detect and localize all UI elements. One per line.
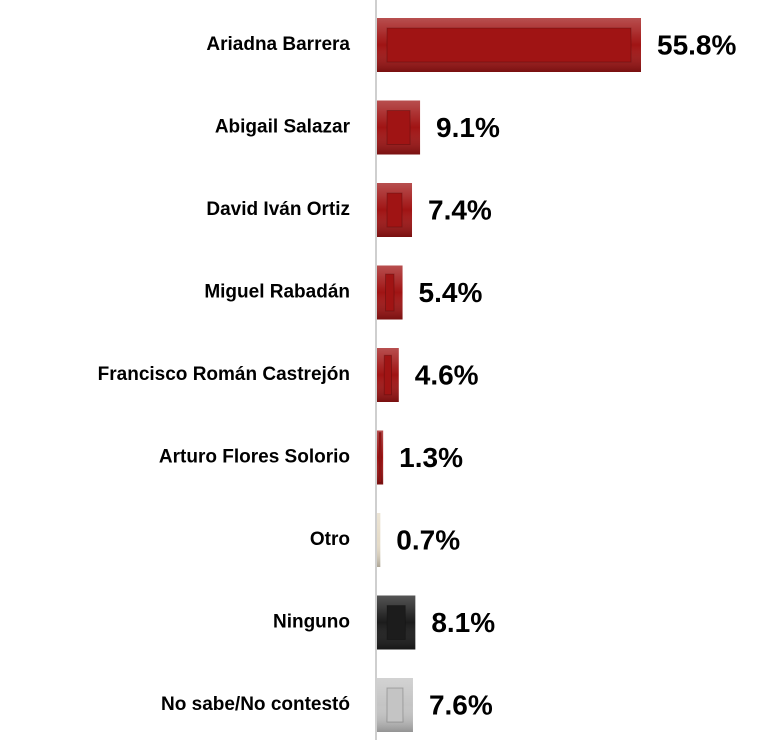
bar-bevel [386,110,411,145]
value-label: 1.3% [399,442,463,473]
value-label: 7.4% [428,194,492,225]
bar-bevel [386,687,404,723]
bar-bevel [383,354,393,396]
bar-shade [377,513,381,567]
category-label: Arturo Flores Solorio [159,447,350,468]
category-label: Abigail Salazar [215,117,351,138]
value-label: 9.1% [436,112,500,143]
value-label: 55.8% [657,29,736,60]
bar-bevel [386,192,403,228]
value-label: 0.7% [396,524,460,555]
category-label: Ariadna Barrera [206,34,350,55]
category-label: No sabe/No contestó [161,694,350,715]
category-label: Otro [310,529,350,550]
value-label: 8.1% [431,607,495,638]
value-label: 4.6% [415,359,479,390]
category-label: Miguel Rabadán [204,282,350,303]
bar-bevel [386,605,406,640]
category-label: Ninguno [273,612,350,633]
category-label: David Iván Ortiz [206,199,350,220]
bar-bevel [385,273,395,312]
bar-bevel [386,27,632,63]
value-label: 5.4% [419,277,483,308]
value-label: 7.6% [429,689,493,720]
category-label: Francisco Román Castrejón [98,364,350,385]
bar-bevel [378,432,382,483]
